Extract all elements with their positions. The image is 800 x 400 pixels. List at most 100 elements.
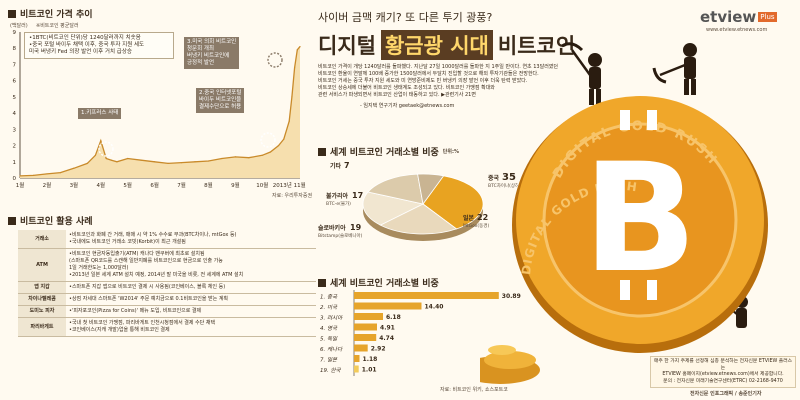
price-point (127, 157, 129, 160)
usage-row: 차이나텔레콤 •상점 자세대 스마트폰 'W2014' 주문 예치금으로 0.1비… (18, 293, 316, 306)
headline-body-line: 비트코인 가격이 개당 1240달러를 돌파했다. 지난달 27일 1000달러… (318, 64, 558, 70)
price-point (46, 173, 48, 175)
usage-row-value: •비트코인 현금자동입출기(ATM) 캐나다 밴쿠버에 최초로 설치됨 (스마트… (66, 248, 316, 282)
bitcoin-symbol-icon: B (583, 132, 697, 306)
usage-row-value: •비트코인과 화폐 간 거래, 매매 시 약 1% 수수료 부과(BTC차이나,… (66, 230, 316, 249)
pie-label-value: 17 (352, 191, 363, 200)
pie-label-name: 슬로바키아 (318, 224, 346, 232)
usage-title-text: 비트코인 활용 사례 (20, 217, 93, 227)
price-x-tick-label: 5월 (123, 181, 132, 189)
usage-line: •2013년 일본 세계 ATM 설치 예정, 2014년 말 미국을 비롯, … (69, 272, 244, 278)
pie-label-sub: BTC차이나(상하이) (488, 182, 518, 189)
pie-label-name: 기타 (330, 162, 342, 170)
usage-row: 파리바게트 •국내 첫 비트코인 가맹점, 파리바게트 인천시청점에서 결제 수단… (18, 317, 316, 337)
headline-body: 비트코인 가격이 개당 1240달러를 돌파했다. 지난달 27일 1000달러… (318, 64, 640, 99)
promo-line: 문의 : 전자신문 미래기술연구센터(ETRC) 02-2168-9470 (663, 378, 783, 384)
pie-label-value: 19 (350, 223, 362, 232)
usage-table: 거래소 •비트코인과 화폐 간 거래, 매매 시 약 1% 수수료 부과(BTC차… (18, 230, 316, 337)
pie-slice (379, 203, 458, 235)
usage-row: 앱 지갑 •스마트폰 지갑 앱으로 비트코인 결제 시 사용됨(코인베이스, 블록… (18, 281, 316, 294)
coin-pile-icon (480, 345, 540, 384)
miner-right-icon (652, 43, 697, 95)
price-point (110, 159, 113, 161)
price-point (283, 138, 285, 140)
pie-label: 기타 7 (330, 161, 350, 170)
price-point (19, 175, 21, 177)
pie-label-value: 7 (344, 161, 350, 170)
bar-category-label: 3. 러시아 (320, 315, 343, 322)
usage-title: 비트코인 활용 사례 (8, 214, 93, 227)
price-caption: 자료: 우리투자증권 (272, 193, 313, 199)
price-point (167, 162, 169, 164)
pie-slice (417, 173, 445, 205)
pie-label-sub: MtGox(동경) (463, 222, 489, 229)
promo-line[interactable]: ETVIEW 홈페이지(etview.etnews.com)에서 제공합니다. (662, 372, 784, 377)
miner-left-icon (561, 42, 602, 105)
headline-body-line: 관련 서비스가 파생되면서 비트코인 산업이 태동하고 있다. (318, 92, 440, 98)
price-point (116, 161, 118, 163)
price-source-note: ※비트코인 평균달러 (36, 23, 79, 29)
price-area (20, 46, 300, 178)
highlight-circle-icon (267, 52, 283, 68)
usage-row-key: 도미노 피자 (18, 305, 66, 318)
pie-slice (367, 173, 424, 205)
usage-row-key: 차이나텔레콤 (18, 293, 66, 306)
usage-line: •국내 첫 비트코인 가맹점, 파리바게트 인천시청점에서 결제 수단 채택 (69, 320, 216, 326)
price-info-line: •중국 포털 바이두 채택 이후, 중국 투자 지원 세도 (29, 42, 145, 48)
price-point (294, 67, 296, 69)
brand-logo: etview Plus (700, 8, 777, 26)
promo-box: 매주 한 가지 주제를 선정해 심층 분석하는 전자신문 ETVIEW 플러스는… (650, 356, 796, 388)
bar (354, 302, 422, 310)
price-y-tick-label: 3 (13, 127, 17, 133)
square-bullet-icon (318, 147, 326, 156)
square-bullet-icon (318, 278, 326, 287)
related-article-link[interactable]: ▶관련기사 21면 (441, 92, 476, 98)
bar (354, 355, 360, 362)
price-x-tick-label: 3월 (70, 181, 79, 189)
usage-row-value: •스마트폰 지갑 앱으로 비트코인 결제 시 사용됨(코인베이스, 블록 체인 … (66, 281, 316, 294)
price-y-tick-label: 2 (13, 144, 17, 150)
price-x-tick-label: 7월 (177, 181, 186, 189)
price-x-tick-label: 6월 (150, 181, 159, 189)
bar-value-label: 14.40 (425, 304, 444, 311)
price-x-tick-label: 2013년 11월 (273, 181, 306, 189)
price-y-tick-label: 6 (13, 79, 17, 85)
price-x-tick-label: 4월 (96, 181, 105, 189)
price-unit: (백달러) (10, 23, 28, 29)
highlight-circle-icon (98, 141, 114, 157)
pie-label-sub: BTC-e(불가) (326, 200, 351, 207)
bar-category-label: 6. 캐나다 (320, 346, 343, 353)
bar-value-label: 6.18 (386, 314, 401, 321)
usage-line: •코인베이스(지캐 개발)업을 통해 비트코인 결제 (69, 327, 170, 333)
pie-label-name: 불가리아 (326, 192, 349, 200)
price-y-tick-label: 5 (13, 95, 17, 101)
pie-title-text: 세계 비트코인 거래소별 비중 (330, 148, 439, 158)
headline-body-line: 비트코인 거세는 중국 투자 지원 세도와 미 연방준비제도 빈 버냉키 의장 … (318, 78, 528, 84)
bar-category-label: 1. 중국 (320, 294, 338, 301)
usage-line: (스마트폰 QR코드를 스캔해 일반지폐를 비트코인으로 현금으로 인출 가능 (69, 258, 223, 264)
usage-line: •스마트폰 지갑 앱으로 비트코인 결제 시 사용됨(코인베이스, 블록 체인 … (69, 284, 226, 290)
usage-line: •상점 자세대 스마트폰 'W2014' 주문 예치금으로 0.1비트코인을 받… (69, 296, 229, 302)
bar (354, 313, 383, 320)
pie-title: 세계 비트코인 거래소별 비중 단위:% (318, 145, 459, 158)
price-point (140, 159, 142, 161)
bar-value-label: 4.91 (380, 325, 395, 332)
bitcoin-coin-illustration: DIGITAL GOLD RUSH DIGITAL GOLD RUSH B (480, 42, 768, 384)
price-y-tick-label: 8 (13, 46, 17, 52)
callout-senate-hearing: 3.미국 의회 비트코인 청문회 개최 버냉키 비트코인에 긍정적 발언 (184, 37, 240, 69)
price-point (269, 151, 271, 153)
bar-value-label: 2.92 (371, 346, 386, 353)
price-point (221, 157, 223, 160)
bar (354, 323, 377, 331)
price-point (261, 154, 263, 156)
price-x-tick-label: 1월 (16, 181, 25, 189)
price-point (94, 154, 96, 156)
usage-line: •'피자포코인(Pizza for Coins)' 메뉴 도입, 비트코인으로 … (69, 308, 202, 314)
price-info-line: 미국 버냉키 Fed 의장 발언 이후 거치 급상승 (29, 49, 132, 55)
bar-category-label: 2. 미국 (320, 304, 338, 311)
price-point (207, 160, 210, 162)
price-x-tick-label: 2월 (43, 181, 52, 189)
usage-row-key: 거래소 (18, 230, 66, 249)
